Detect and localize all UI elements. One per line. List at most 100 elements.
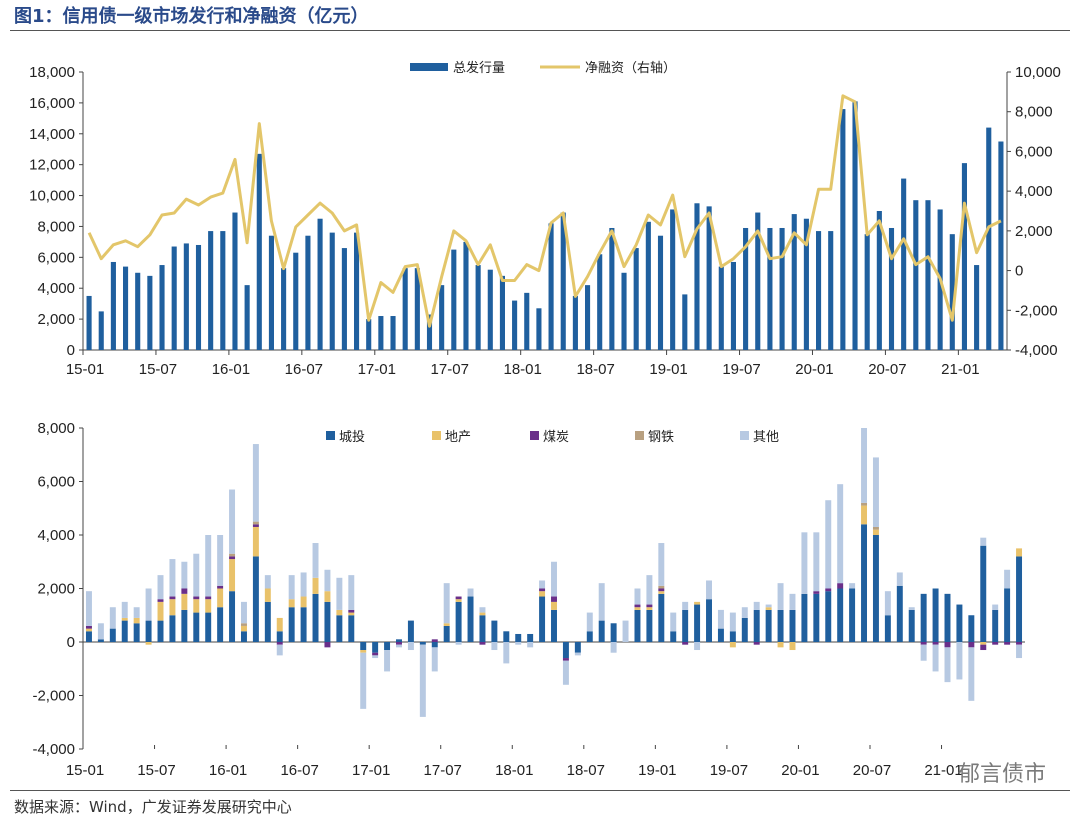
chart2-bar-segment bbox=[193, 596, 200, 600]
chart2-bar-segment bbox=[372, 642, 379, 653]
chart2-bar-segment bbox=[455, 601, 462, 642]
chart1-bar bbox=[329, 232, 335, 350]
chart1-bar bbox=[609, 227, 615, 350]
chart2-bar-segment bbox=[396, 639, 402, 642]
chart2-bar-segment bbox=[133, 617, 140, 624]
chart2-bar-segment bbox=[252, 444, 259, 522]
chart2-bar-segment bbox=[288, 575, 295, 600]
chart2-bar-segment bbox=[813, 591, 820, 594]
chart2-bar-segment bbox=[539, 596, 546, 642]
chart2-bar-segment bbox=[217, 535, 224, 586]
chart2-bar-segment bbox=[789, 609, 796, 642]
chart2-bar-segment bbox=[145, 588, 152, 621]
chart2-bar-segment bbox=[264, 575, 271, 589]
chart2-bar-segment bbox=[837, 484, 844, 584]
chart2-bar-segment bbox=[562, 658, 569, 661]
chart1-bar bbox=[755, 212, 761, 350]
chart2-bar-segment bbox=[396, 644, 402, 648]
chart2-bar-segment bbox=[920, 644, 927, 661]
chart1-bar bbox=[597, 254, 603, 350]
chart2-bar-segment bbox=[252, 556, 259, 642]
chart2-bar-segment bbox=[479, 612, 486, 616]
chart1-x-tick-label: 21-01 bbox=[941, 361, 979, 378]
chart1-bar bbox=[633, 248, 639, 350]
chart2-bar-segment bbox=[872, 529, 879, 535]
chart2-bar-segment bbox=[634, 604, 641, 608]
chart2-left-tick-label: 2,000 bbox=[37, 581, 75, 598]
chart2-bar-segment bbox=[384, 650, 391, 672]
chart1-bar bbox=[499, 275, 506, 350]
chart1-bar bbox=[475, 265, 481, 350]
chart1-bar bbox=[268, 235, 275, 350]
chart1-left-tick-label: 10,000 bbox=[29, 188, 75, 205]
chart2-bar-segment bbox=[157, 620, 164, 642]
chart2-left-tick-label: -2,000 bbox=[32, 688, 75, 705]
chart2-bar-segment bbox=[837, 588, 844, 642]
chart2-bar-segment bbox=[276, 644, 283, 656]
chart1-right-tick-label: -4,000 bbox=[1015, 342, 1058, 359]
chart2-bar-segment bbox=[240, 623, 247, 626]
chart1-bar bbox=[183, 243, 189, 350]
chart2-bar-segment bbox=[813, 532, 820, 592]
chart1-x-tick-label: 18-01 bbox=[503, 361, 541, 378]
chart2-bar-segment bbox=[944, 593, 951, 642]
chart2-bar-segment bbox=[1004, 588, 1011, 642]
chart2-bar-segment bbox=[682, 609, 689, 642]
chart2-bar-segment bbox=[574, 652, 581, 656]
chart2-bar-segment bbox=[193, 553, 200, 597]
chart2-bar-segment bbox=[753, 609, 760, 642]
chart2-x-tick-label: 17-07 bbox=[424, 762, 462, 779]
chart2-bar-segment bbox=[658, 588, 665, 592]
chart1-bar bbox=[986, 127, 992, 350]
chart2-bar-segment bbox=[944, 642, 951, 648]
chart2-bar-segment bbox=[598, 583, 605, 621]
chart1-bar bbox=[572, 295, 578, 350]
chart1-right-tick-label: 8,000 bbox=[1015, 104, 1053, 121]
chart1-bar bbox=[378, 316, 384, 350]
chart2-legend-swatch bbox=[432, 431, 441, 440]
chart1-x-tick-label: 16-07 bbox=[285, 361, 323, 378]
chart1-bar bbox=[317, 218, 323, 350]
chart2-bar-segment bbox=[610, 623, 617, 642]
chart1-bar bbox=[293, 252, 299, 350]
chart2-bar-segment bbox=[109, 628, 116, 642]
chart2-bar-segment bbox=[753, 601, 760, 610]
chart2-bar-segment bbox=[896, 572, 903, 586]
chart2-bar-segment bbox=[539, 591, 546, 597]
chart2-bar-segment bbox=[968, 647, 975, 701]
top-rule bbox=[10, 30, 1070, 31]
chart2-x-tick-label: 20-07 bbox=[853, 762, 891, 779]
chart1-bar bbox=[256, 153, 262, 350]
chart2-bar-segment bbox=[849, 583, 856, 589]
chart2-bar-segment bbox=[300, 572, 307, 597]
chart1-bar bbox=[828, 231, 834, 350]
chart1-bar bbox=[961, 163, 968, 350]
chart2-bar-segment bbox=[503, 631, 510, 642]
chart1-bar bbox=[694, 203, 700, 350]
chart1-x-tick-label: 16-01 bbox=[212, 361, 250, 378]
chart2-x-tick-label: 18-07 bbox=[567, 762, 605, 779]
chart2-bar-segment bbox=[729, 612, 736, 632]
chart2-bar-segment bbox=[229, 556, 236, 560]
chart1-x-tick-label: 19-01 bbox=[649, 361, 687, 378]
chart1-bar bbox=[414, 268, 420, 350]
chart2-bar-segment bbox=[443, 623, 450, 626]
chart2-bar-segment bbox=[586, 612, 593, 632]
chart2-bar-segment bbox=[825, 591, 832, 642]
chart2-legend-swatch bbox=[635, 431, 644, 440]
chart1-net-financing-line bbox=[87, 94, 1002, 328]
chart2-bar-segment bbox=[992, 604, 999, 610]
chart2-bar-segment bbox=[515, 642, 522, 645]
chart2-bar-segment bbox=[717, 609, 724, 629]
chart1-bar bbox=[512, 300, 518, 350]
chart2-bar-segment bbox=[169, 559, 176, 597]
chart2-left-tick-label: 0 bbox=[67, 634, 75, 651]
chart1-right-tick-label: 0 bbox=[1015, 263, 1023, 280]
chart2-bar-segment bbox=[169, 599, 176, 616]
chart2-left-tick-label: 6,000 bbox=[37, 474, 75, 491]
chart1-x-tick-label: 17-01 bbox=[358, 361, 396, 378]
chart2-bar-segment bbox=[980, 644, 987, 651]
chart1-left-tick-label: 0 bbox=[67, 342, 75, 359]
chart2-bar-segment bbox=[264, 588, 271, 602]
chart2-bar-segment bbox=[360, 650, 367, 653]
